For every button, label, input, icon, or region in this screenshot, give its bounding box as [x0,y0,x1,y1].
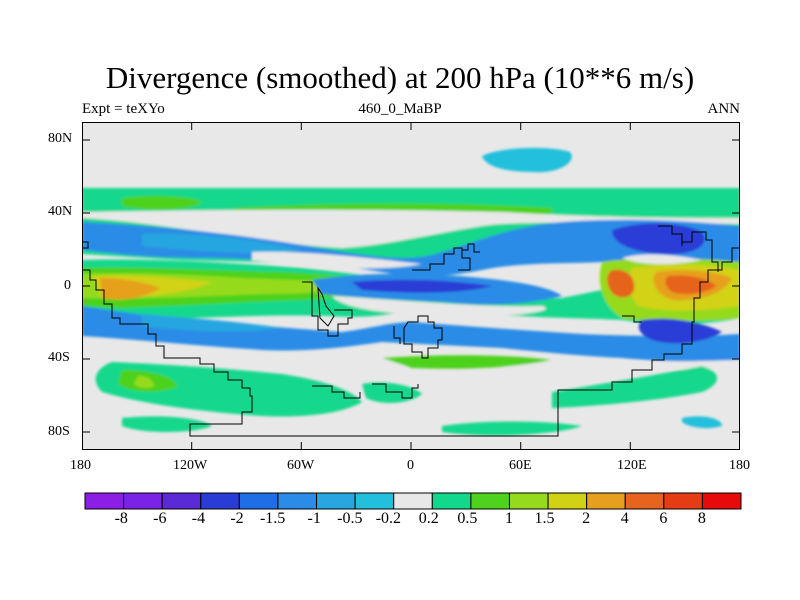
lon-label-60e: 60E [509,458,532,473]
colorbar-label: 1 [504,510,513,527]
contour-southindian-green [552,366,717,408]
contour-indian-orange [607,269,635,298]
colorbar-label: 2 [582,510,591,527]
coastline-layer [82,225,740,437]
contour-south-polar-green-2 [442,421,582,436]
coastline-europe-bump [462,243,480,253]
coastline-australia-east [682,231,719,272]
axis-ticks [82,122,740,450]
colorbar-box [316,492,356,510]
coastline-southern-patch [372,383,419,399]
lat-label-80n: 80N [48,131,73,146]
contour-fill-layer [82,147,740,436]
coastline-americas [82,247,740,437]
contour-wpac-gap [622,254,702,265]
colorbar-label: 1.5 [534,510,555,527]
contour-south-gap [82,342,740,370]
colorbar-box [431,492,472,510]
colorbar-box [624,492,665,510]
colorbar-box [354,492,395,510]
colorbar-label: -0.5 [337,510,363,527]
season-label: ANN [707,101,741,117]
colorbar-label: -0.2 [375,510,402,527]
lon-label-120w: 120W [173,458,208,473]
colorbar-box [663,492,703,510]
contour-gap-central [332,296,546,317]
colorbar-box [470,492,510,510]
coastline-africa [403,315,443,359]
lon-label-60w: 60W [287,458,315,473]
contour-north-lime-patch [122,195,202,210]
contour-northpacific-dark [612,223,705,255]
contour-southern-blue-band [82,306,740,362]
contour-central-dark-blue [352,279,492,293]
colorbar-box [547,492,588,510]
colorbar-box [701,492,742,510]
colorbar-box [586,492,626,510]
lon-label-180e: 180 [729,458,750,473]
colorbar-label: -6 [153,510,167,527]
colorbar-label: -1 [307,510,321,527]
lon-label-180w: 180 [70,458,91,473]
coastline-africa-north [412,247,471,271]
colorbar-label: 0.5 [457,510,478,527]
colorbar-box [161,492,202,510]
coastline-isthmus [317,286,335,327]
colorbar-label: 0.2 [418,510,439,527]
coastline-west-bump [82,241,89,249]
colorbar-label: 6 [659,510,668,527]
colorbar-label: -2 [230,510,244,527]
divergence-map [82,122,740,450]
colorbar-box [200,492,240,510]
coastline-southamerica-tip [312,385,361,399]
colorbar-box [393,492,433,510]
colorbar-box [123,492,163,510]
coastline-indonesia [622,315,642,323]
lon-label-0: 0 [407,458,414,473]
contour-wpac-dark-orange [665,275,716,294]
experiment-label: Expt = teXYo [82,101,165,117]
lon-label-120e: 120E [617,458,647,473]
coastline-northamerica-gulf [302,281,353,337]
colorbar-box [238,492,279,510]
coastline-australia [658,225,683,246]
contour-south-polar-cyan [682,416,722,429]
coastline-africa-west [393,326,401,344]
contour-southern-lime-band [382,355,552,369]
colorbar-boxes [84,492,742,510]
contour-subtropical-light-blue [142,233,302,253]
lat-label-80s: 80S [48,424,70,439]
plot-title: Divergence (smoothed) at 200 hPa (10**6 … [105,60,695,95]
lat-label-0: 0 [64,278,71,293]
colorbar-box [277,492,318,510]
colorbar-label: -4 [191,510,206,527]
colorbar-label: -1.5 [259,510,286,527]
colorbar [84,492,742,510]
contour-south-light-blue [142,314,282,332]
colorbar-box [84,492,125,510]
contour-southern-dark-blue [638,318,722,344]
contour-equatorial-orange-west [100,278,160,300]
time-label: 460_0_MaBP [358,101,442,117]
lat-label-40s: 40S [48,350,70,365]
contour-southern-yellow-spot [134,376,154,389]
contour-north-gap [82,209,740,248]
colorbar-box [508,492,549,510]
colorbar-label: 8 [697,510,706,527]
contour-gap-mid [252,251,422,269]
colorbar-label: 4 [620,510,629,527]
lat-label-40n: 40N [48,204,73,219]
contour-north-blob [482,147,572,173]
contour-subtropical-blue-band [82,219,740,277]
colorbar-label: -8 [114,510,128,527]
